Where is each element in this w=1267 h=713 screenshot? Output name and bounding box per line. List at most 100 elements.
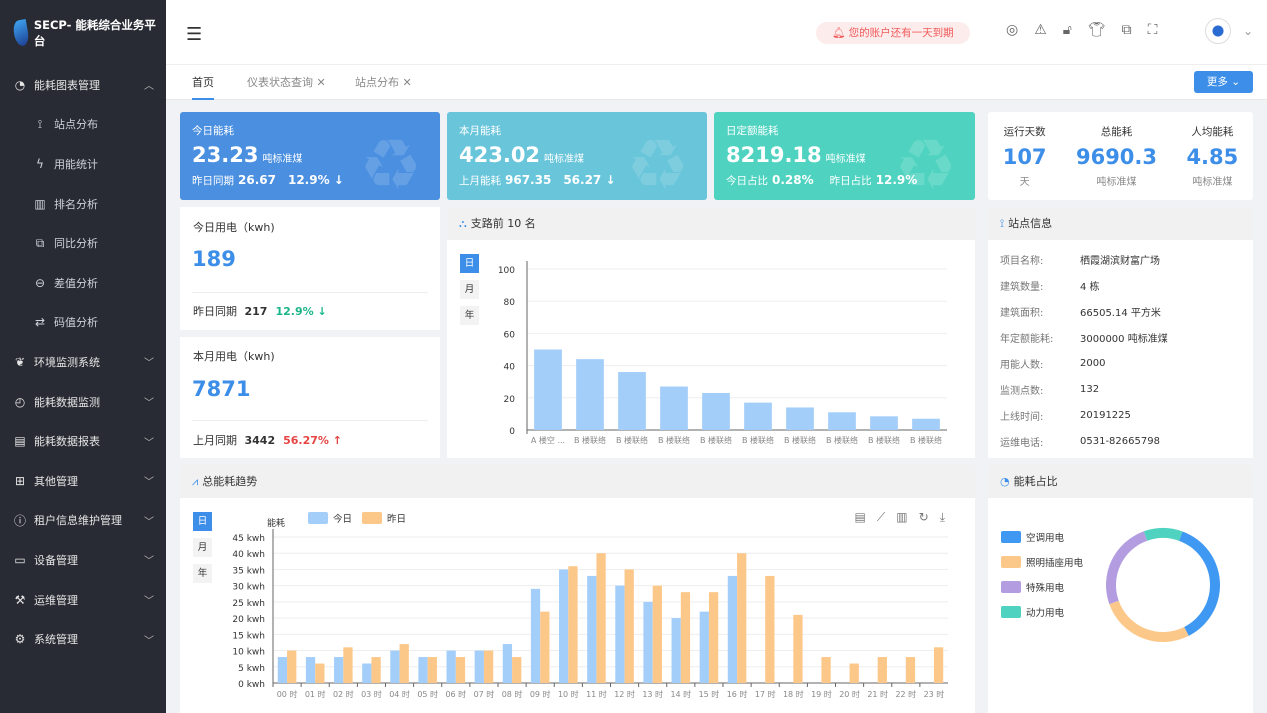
donut-slice[interactable] (1106, 531, 1148, 605)
bar[interactable] (618, 372, 646, 430)
sidebar-item[interactable]: ▤ 能耗数据报表 ﹀ (0, 421, 166, 461)
fullscreen-icon[interactable]: ⛶ (1147, 22, 1158, 38)
sidebar-item[interactable]: ϟ 用能统计 (0, 144, 166, 184)
bar-yesterday[interactable] (708, 592, 719, 683)
segment-year[interactable]: 年 (193, 564, 212, 583)
close-icon[interactable]: ✕ (316, 76, 326, 89)
bar-yesterday[interactable] (877, 657, 887, 683)
bar-today[interactable] (474, 650, 484, 683)
bar-today[interactable] (699, 611, 709, 683)
bar-yesterday[interactable] (680, 592, 691, 683)
bar[interactable] (786, 407, 814, 430)
bar-yesterday[interactable] (512, 657, 522, 683)
sidebar-item[interactable]: ❦ 环境监测系统 ﹀ (0, 342, 166, 382)
bar-today[interactable] (587, 575, 597, 683)
translate-icon[interactable]: ⧉ (1121, 22, 1132, 38)
bar[interactable] (534, 349, 562, 431)
bar-today[interactable] (615, 585, 625, 683)
bar-yesterday[interactable] (624, 569, 634, 683)
bar-yesterday[interactable] (596, 553, 606, 683)
bar-today[interactable] (277, 657, 288, 683)
bar-yesterday[interactable] (399, 644, 409, 683)
bar-yesterday[interactable] (427, 657, 437, 683)
sidebar-item[interactable]: ⚙ 系统管理 ﹀ (0, 619, 166, 659)
data-view-icon[interactable]: ▤ (854, 510, 866, 524)
sidebar-item[interactable]: ▭ 设备管理 ﹀ (0, 540, 166, 580)
bar-yesterday[interactable] (315, 663, 325, 683)
bar-yesterday[interactable] (540, 611, 550, 683)
segment-day[interactable]: 日 (460, 254, 479, 273)
avatar[interactable] (1205, 18, 1231, 44)
tab-site-distribution[interactable]: 站点分布 ✕ (355, 76, 412, 89)
sidebar-item[interactable]: ▥ 排名分析 (0, 184, 166, 224)
bar-yesterday[interactable] (793, 614, 803, 683)
download-icon[interactable]: ⤓ (939, 510, 945, 524)
legend-item[interactable]: 动力用电 (1001, 605, 1064, 619)
donut-slice[interactable] (1109, 600, 1189, 642)
bar-yesterday[interactable] (371, 657, 381, 683)
more-button[interactable]: 更多 ⌄ (1194, 71, 1253, 93)
bar-yesterday[interactable] (483, 650, 494, 683)
bar-yesterday[interactable] (455, 657, 466, 683)
sidebar-item[interactable]: ⊞ 其他管理 ﹀ (0, 461, 166, 501)
bar-yesterday[interactable] (905, 657, 916, 683)
bar-today[interactable] (334, 657, 344, 683)
bar-yesterday[interactable] (287, 650, 297, 683)
bar-yesterday[interactable] (652, 585, 662, 683)
sidebar-item[interactable]: ⊖ 差值分析 (0, 263, 166, 303)
refresh-icon[interactable]: ↻ (918, 510, 929, 524)
app-logo[interactable]: SECP- 能耗综合业务平台 (0, 0, 166, 65)
bar-today[interactable] (559, 569, 569, 683)
bar-today[interactable] (727, 575, 738, 683)
bar[interactable] (870, 416, 898, 430)
bar-yesterday[interactable] (821, 657, 831, 683)
bar-today[interactable] (530, 588, 541, 683)
lock-icon[interactable]: 🔓︎ (1062, 22, 1072, 38)
close-icon[interactable]: ✕ (402, 76, 412, 89)
bar-today[interactable] (643, 601, 653, 683)
segment-day[interactable]: 日 (193, 512, 212, 531)
bar-today[interactable] (446, 650, 456, 683)
legend-item[interactable]: 特殊用电 (1001, 580, 1064, 594)
sidebar-item[interactable]: ⚒ 运维管理 ﹀ (0, 580, 166, 620)
bar-yesterday[interactable] (849, 663, 859, 683)
bar-today[interactable] (418, 657, 428, 683)
sidebar-item[interactable]: ⧉ 同比分析 (0, 223, 166, 263)
menu-toggle-icon[interactable]: ☰ (186, 24, 203, 45)
tab-meter-status[interactable]: 仪表状态查询 ✕ (247, 76, 326, 89)
segment-year[interactable]: 年 (460, 306, 479, 325)
bar-chart-icon[interactable]: ▥ (896, 510, 908, 524)
legend-item[interactable]: 照明插座用电 (1001, 555, 1083, 569)
legend-yesterday[interactable]: 昨日 (362, 511, 406, 525)
shirt-icon[interactable]: 👕︎ (1087, 22, 1106, 38)
bar[interactable] (912, 418, 940, 430)
line-chart-icon[interactable]: ⟋ (876, 510, 886, 524)
account-expiry-alert[interactable]: 🔔︎ 您的账户还有一天到期 (816, 22, 970, 44)
bar-yesterday[interactable] (343, 647, 353, 683)
donut-slice[interactable] (1143, 528, 1183, 541)
bar-today[interactable] (502, 644, 513, 683)
bar[interactable] (702, 392, 730, 430)
bar[interactable] (828, 412, 856, 430)
legend-item[interactable]: 空调用电 (1001, 530, 1064, 544)
chevron-down-icon[interactable]: ⌄ (1242, 24, 1253, 38)
bar-yesterday[interactable] (737, 553, 747, 683)
bar-yesterday[interactable] (765, 575, 775, 683)
sidebar-item[interactable]: ⇄ 码值分析 (0, 303, 166, 343)
bar[interactable] (576, 359, 604, 430)
sidebar-item[interactable]: ◔ 能耗图表管理 ︿ (0, 65, 166, 105)
bar-today[interactable] (362, 663, 372, 683)
segment-month[interactable]: 月 (460, 280, 479, 299)
legend-today[interactable]: 今日 (308, 511, 352, 525)
bar-today[interactable] (390, 650, 400, 683)
bar-yesterday[interactable] (933, 647, 944, 683)
tab-home[interactable]: 首页 (192, 65, 214, 100)
bar[interactable] (744, 402, 772, 430)
bar-today[interactable] (305, 657, 316, 683)
palette-icon[interactable]: ◎ (1006, 22, 1019, 38)
warning-icon[interactable]: ⚠︎ (1034, 22, 1047, 38)
bar-today[interactable] (671, 618, 681, 683)
sidebar-item[interactable]: ⓘ 租户信息维护管理 ﹀ (0, 501, 166, 541)
donut-slice[interactable] (1179, 531, 1220, 636)
segment-month[interactable]: 月 (193, 538, 212, 557)
